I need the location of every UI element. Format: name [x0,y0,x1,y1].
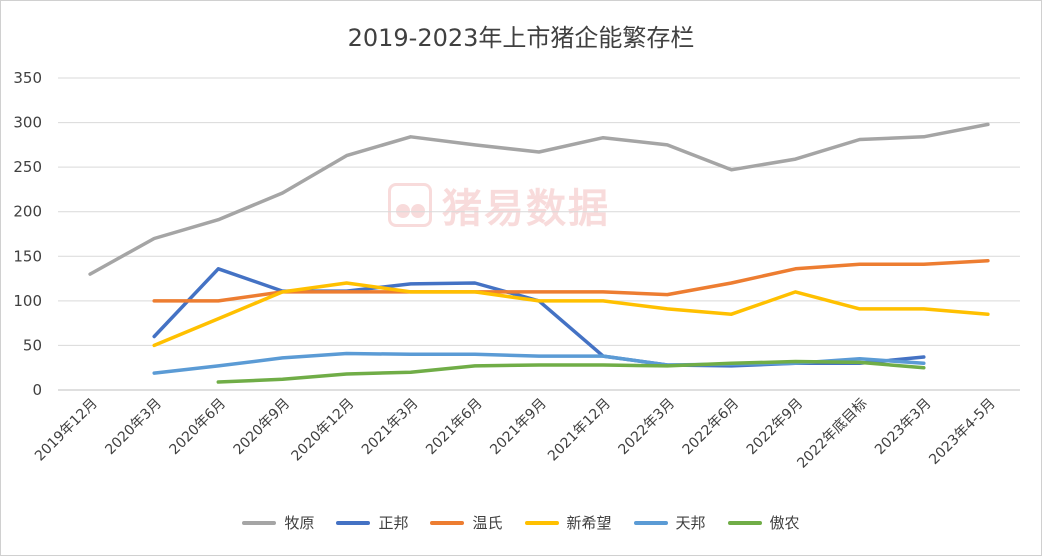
legend-swatch [524,520,559,525]
chart-title: 2019-2023年上市猪企能繁存栏 [347,24,695,52]
legend: 牧原 正邦 温氏 新希望 天邦 傲农 [0,512,1042,533]
x-tick-label: 2022年3月 [615,396,678,459]
watermark-logo-icon [388,183,432,227]
watermark: 猪易数据 [388,176,610,234]
y-tick-label: 300 [13,114,42,132]
legend-item: 傲农 [727,512,800,533]
legend-item: 新希望 [524,512,612,533]
series-line [216,359,926,384]
x-tick-label: 2019年12月 [32,396,101,465]
x-tick-label: 2020年3月 [102,396,165,459]
y-tick-label: 50 [23,336,42,354]
series-lines [88,122,990,384]
legend-item: 牧原 [242,512,314,533]
series-line [152,267,926,368]
x-tick-label: 2022年9月 [744,396,807,459]
x-tick-label: 2023年3月 [872,396,935,459]
legend-label: 傲农 [769,514,800,532]
x-tick-label: 2022年6月 [680,396,743,459]
watermark-text: 猪易数据 [442,186,610,232]
legend-swatch [336,520,371,525]
x-tick-label: 2021年6月 [423,396,486,459]
legend-label: 牧原 [284,514,315,532]
series-line [88,122,990,276]
y-tick-label: 200 [13,203,42,221]
series-3 [152,281,990,348]
grid-lines [58,77,1020,391]
legend-label: 天邦 [675,514,706,532]
y-tick-label: 250 [13,158,42,176]
series-1 [152,267,926,368]
legend-swatch [727,520,762,525]
legend-label: 正邦 [378,514,409,532]
series-5 [216,359,926,384]
y-tick-label: 0 [32,381,42,399]
legend-item: 温氏 [430,512,503,533]
x-tick-label: 2020年6月 [167,396,230,459]
series-0 [88,122,990,276]
x-tick-label: 2021年3月 [359,396,422,459]
y-tick-label: 150 [13,247,42,265]
legend-label: 新希望 [566,514,612,532]
x-tick-label: 2023年4-5月 [926,396,998,468]
x-tick-label: 2020年9月 [231,396,294,459]
legend-swatch [242,520,277,525]
x-tick-label: 2020年12月 [289,396,358,465]
x-tick-label: 2021年9月 [487,396,550,459]
y-axis-ticks: 0 50 100 150 200 250 300 350 [13,69,42,399]
legend-label: 温氏 [472,514,503,532]
y-tick-label: 350 [13,69,42,87]
legend-item: 正邦 [336,512,408,533]
y-tick-label: 100 [13,292,42,310]
legend-swatch [633,520,668,525]
legend-item: 天邦 [633,512,706,533]
x-tick-label: 2021年12月 [545,396,614,465]
legend-swatch [430,520,465,525]
series-line [152,281,990,348]
